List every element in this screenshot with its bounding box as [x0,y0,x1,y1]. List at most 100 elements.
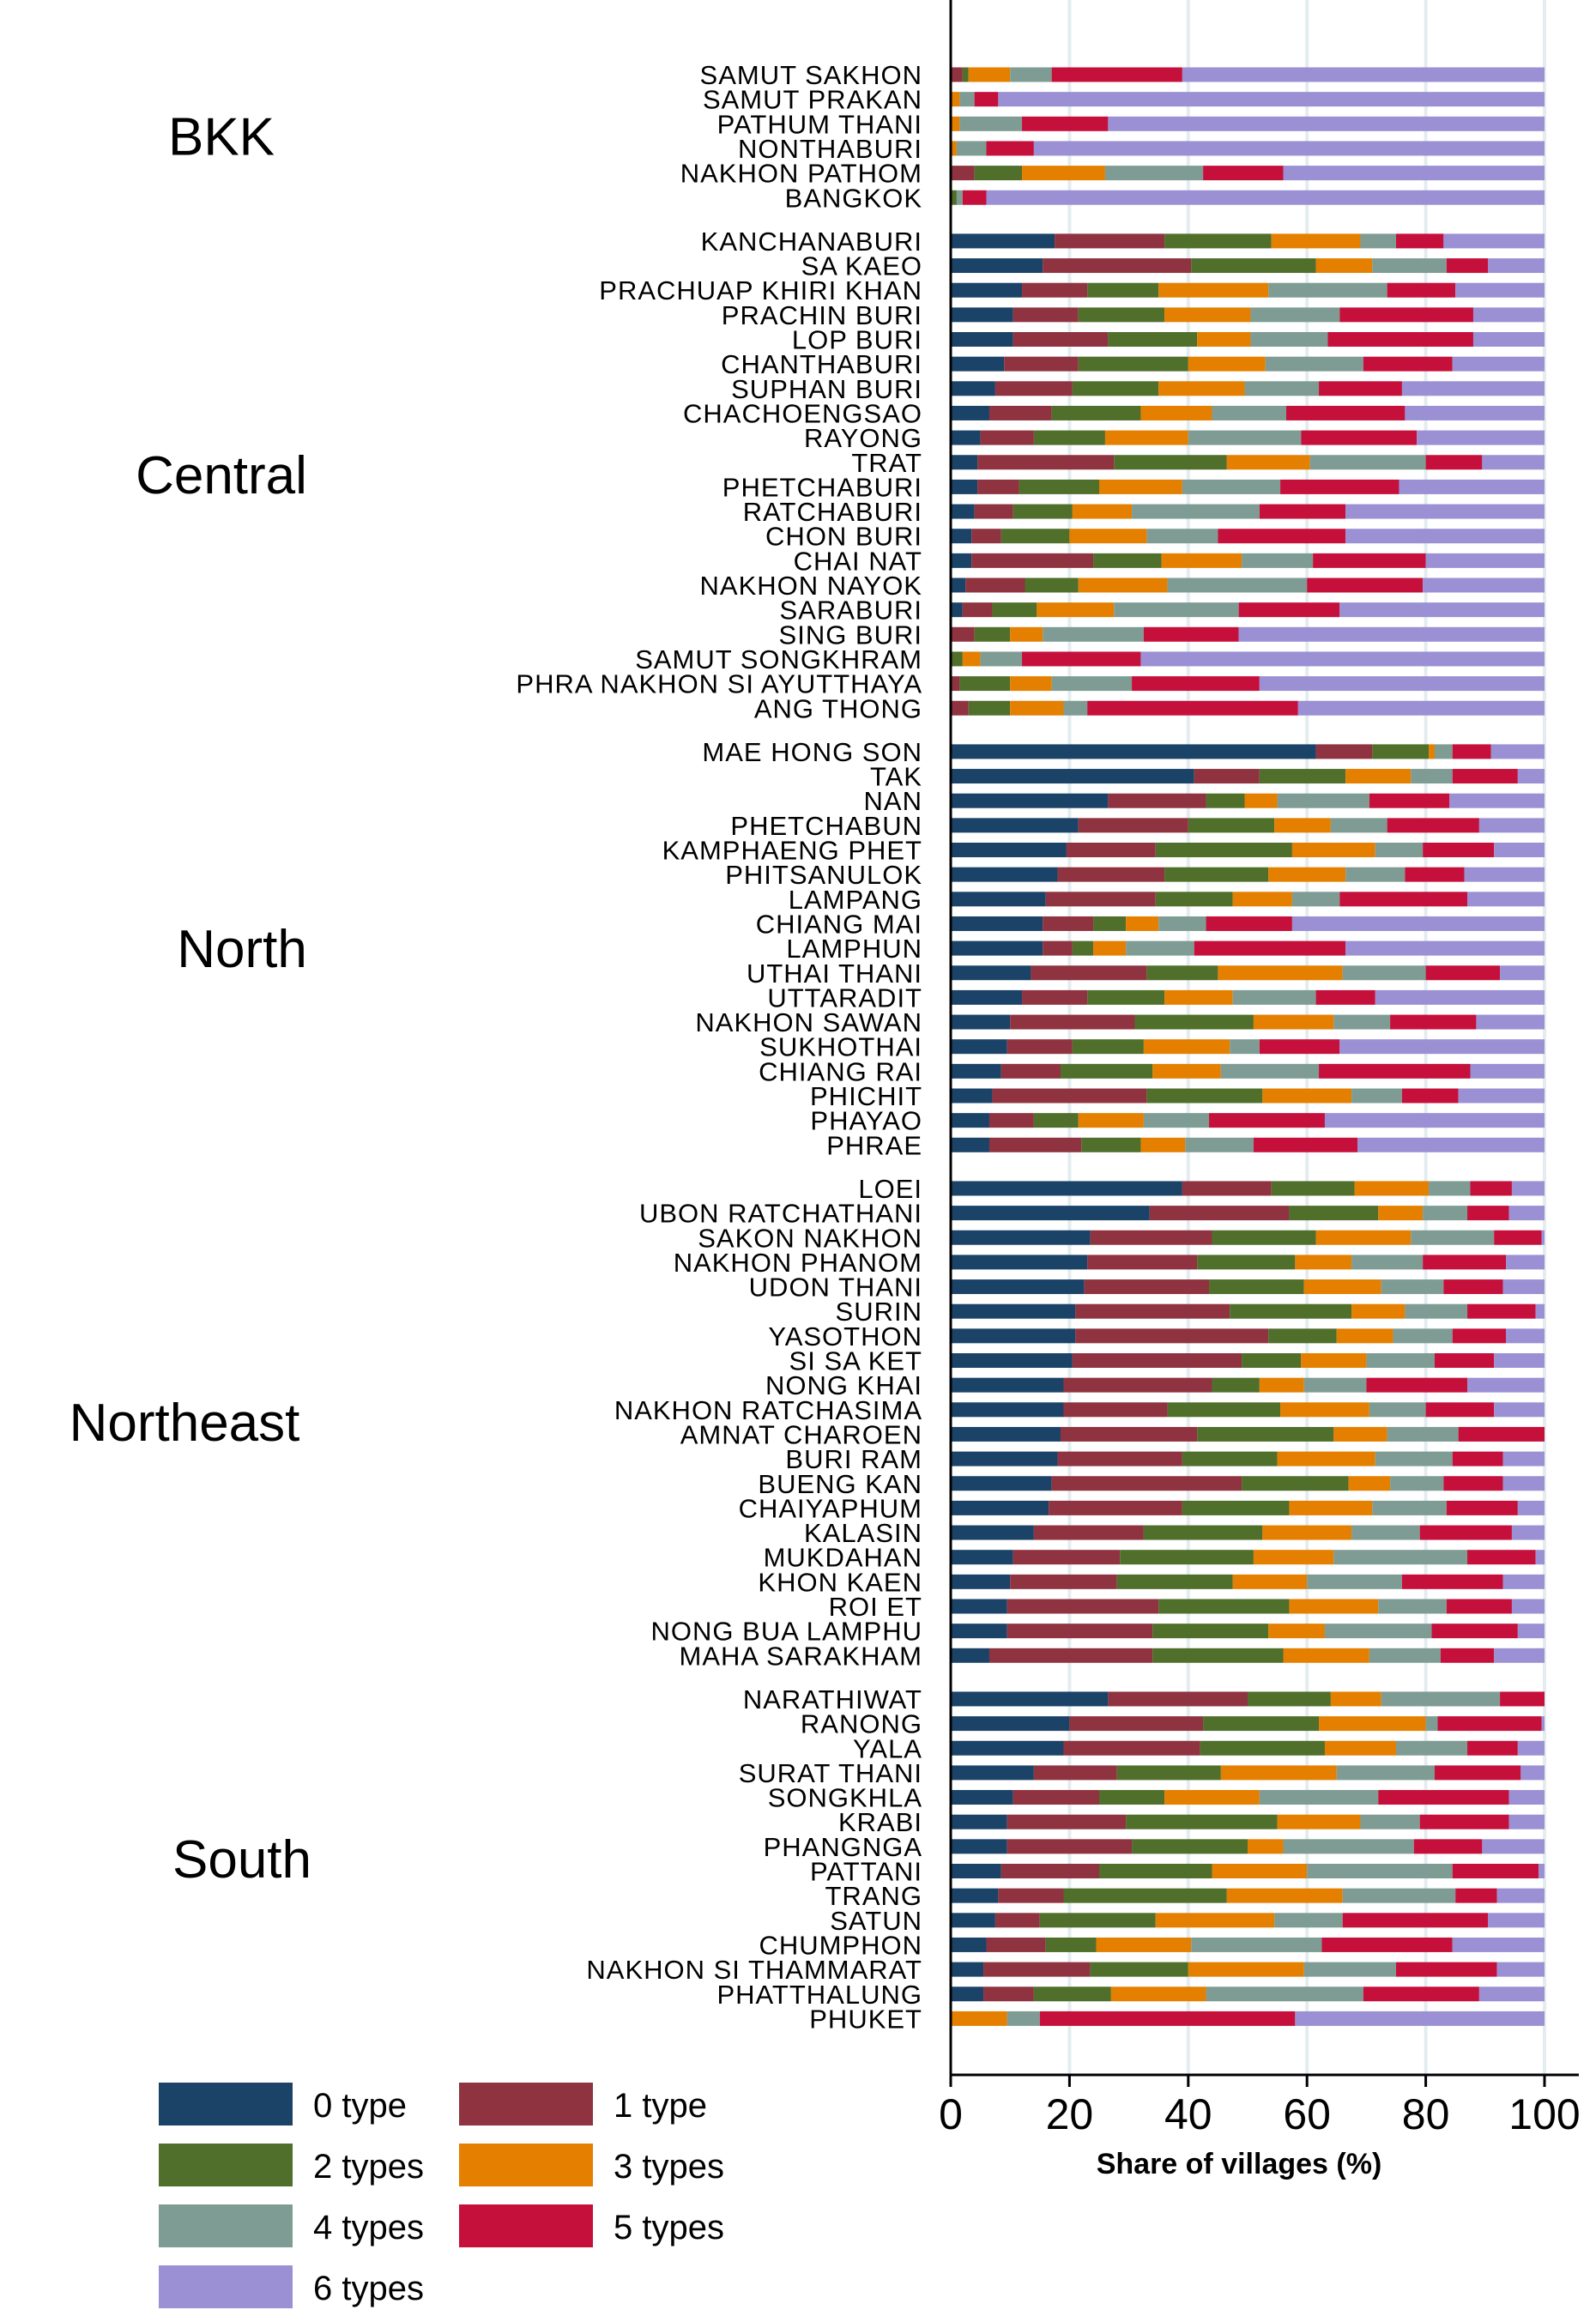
bar-segment-yala-2-types [1200,1740,1325,1756]
bar-kalasin [951,1525,1545,1540]
bar-segment-trang-5-types [1455,1888,1497,1903]
bar-segment-nakhon-si-thammarat-6-types [1496,1962,1545,1977]
bar-sa-kaeo [951,258,1545,274]
province-label: PHRAE [826,1130,922,1160]
bar-segment-satun-1-type [994,1913,1040,1928]
bar-segment-satun-3-types [1155,1913,1275,1928]
province-label: LAMPHUN [786,934,922,964]
bar-segment-surin-3-types [1351,1303,1406,1319]
bar-segment-nonthaburi-6-types [1033,141,1545,156]
bar-segment-phichit-3-types [1262,1088,1352,1104]
bar-segment-si-sa-ket-5-types [1434,1353,1495,1368]
legend-swatch [459,2144,593,2186]
province-label: NAKHON SAWAN [695,1007,922,1037]
bar-segment-loei-6-types [1511,1181,1545,1196]
region-label-northeast: Northeast [70,1394,300,1453]
bar-segment-krabi-0-type [951,1814,1007,1829]
bar-segment-rayong-6-types [1417,430,1545,445]
bar-segment-ang-thong-1-type [951,700,969,716]
bar-segment-udon-thani-0-type [951,1279,1085,1295]
bar-segment-tak-3-types [1345,769,1412,784]
bar-segment-amnat-charoen-3-types [1333,1426,1387,1442]
bar-segment-phetchaburi-5-types [1280,479,1400,494]
province-label: PRACHUAP KHIRI KHAN [599,275,922,305]
bar-segment-ratchaburi-1-type [974,504,1013,519]
bar-segment-chumphon-1-type [986,1937,1046,1952]
bar-segment-uthai-thani-4-types [1342,965,1426,981]
bar-segment-chon-buri-5-types [1218,529,1346,544]
province-label: RAYONG [804,423,922,453]
bar-segment-udon-thani-5-types [1443,1279,1503,1295]
bar-segment-udon-thani-1-type [1084,1279,1210,1295]
x-axis: 0 20 40 60 80 100 Share of villages (%) [939,0,1581,2180]
bar-segment-maha-sarakham-5-types [1440,1648,1495,1663]
bar-phuket [951,2011,1545,2026]
bar-segment-rayong-2-types [1033,430,1105,445]
bar-segment-nong-bua-lamphu-3-types [1268,1624,1325,1639]
legend-item-4-types: 4 types [159,2204,424,2247]
bar-phrae [951,1137,1545,1152]
bar-phangnga [951,1839,1545,1854]
bar-segment-mukdahan-2-types [1120,1550,1254,1565]
bar-segment-surat-thani-2-types [1116,1765,1221,1781]
bar-segment-prachin-buri-2-types [1078,307,1165,323]
bar-segment-krabi-5-types [1419,1814,1509,1829]
bar-segment-prachuap-khiri-khan-5-types [1387,282,1456,298]
bar-phetchabun [951,818,1545,833]
province-label: ANG THONG [754,693,922,723]
province-label: NAKHON SI THAMMARAT [586,1955,922,1985]
bar-segment-pathum-thani-5-types [1022,116,1109,131]
province-label: SI SA KET [789,1346,922,1376]
province-label: SING BURI [779,620,922,650]
bar-segment-phangnga-1-type [1007,1839,1133,1854]
bar-segment-roi-et-2-types [1158,1599,1290,1614]
bar-loei [951,1181,1545,1196]
bar-segment-chaiyaphum-5-types [1446,1500,1518,1515]
bar-segment-nan-5-types [1369,793,1450,808]
bar-segment-nakhon-nayok-0-type [951,578,966,593]
bar-phatthalung [951,1986,1545,2002]
bar-segment-prachuap-khiri-khan-1-type [1022,282,1088,298]
bar-segment-yala-0-type [951,1740,1064,1756]
province-label: KALASIN [804,1518,922,1548]
bar-segment-phayao-1-type [988,1113,1034,1128]
bar-segment-mae-hong-son-1-type [1315,744,1373,759]
bar-segment-chiang-rai-0-type [951,1063,1001,1079]
legend-swatch [459,2083,593,2126]
bar-segment-nakhon-ratchasima-3-types [1280,1402,1369,1418]
bar-segment-phra-nakhon-si-ayutthaya-2-types [959,676,1011,692]
province-label: LOP BURI [792,325,922,355]
bar-segment-kalasin-6-types [1511,1525,1545,1540]
bar-segment-nakhon-phanom-2-types [1197,1255,1296,1270]
bar-segment-ubon-ratchathani-0-type [951,1206,1150,1221]
province-label: CHANTHABURI [721,349,922,379]
bar-segment-bueng-kan-3-types [1348,1476,1391,1491]
province-label: LAMPANG [789,885,922,915]
bar-segment-trang-4-types [1342,1888,1456,1903]
province-label: UDON THANI [749,1273,922,1303]
region-label-south: South [172,1830,311,1890]
bar-segment-uthai-thani-2-types [1146,965,1218,981]
bar-segment-ranong-6-types [1541,1716,1545,1732]
bar-segment-amnat-charoen-4-types [1387,1426,1459,1442]
bar-krabi [951,1814,1545,1829]
province-label: NAKHON PATHOM [680,159,922,189]
bar-tak [951,769,1545,784]
bar-segment-narathiwat-1-type [1108,1691,1248,1707]
bar-segment-phichit-1-type [992,1088,1147,1104]
bar-segment-chiang-rai-4-types [1220,1063,1320,1079]
bar-segment-phrae-3-types [1140,1137,1186,1152]
bar-segment-sakon-nakhon-5-types [1494,1230,1542,1245]
legend-item-2-types: 2 types [159,2144,424,2186]
bar-segment-yasothon-0-type [951,1328,1076,1344]
bar-segment-nong-khai-1-type [1063,1377,1212,1393]
bar-segment-nakhon-phanom-1-type [1087,1255,1198,1270]
bar-segment-mae-hong-son-5-types [1452,744,1491,759]
bar-segment-loei-3-types [1354,1181,1430,1196]
bar-segment-chai-nat-1-type [971,553,1094,568]
bar-segment-rayong-4-types [1188,430,1302,445]
province-label: PHITSANULOK [725,860,922,890]
province-label: PHETCHABUN [730,811,922,841]
bar-segment-pattani-5-types [1452,1864,1539,1878]
bar-segment-kalasin-5-types [1419,1525,1512,1540]
